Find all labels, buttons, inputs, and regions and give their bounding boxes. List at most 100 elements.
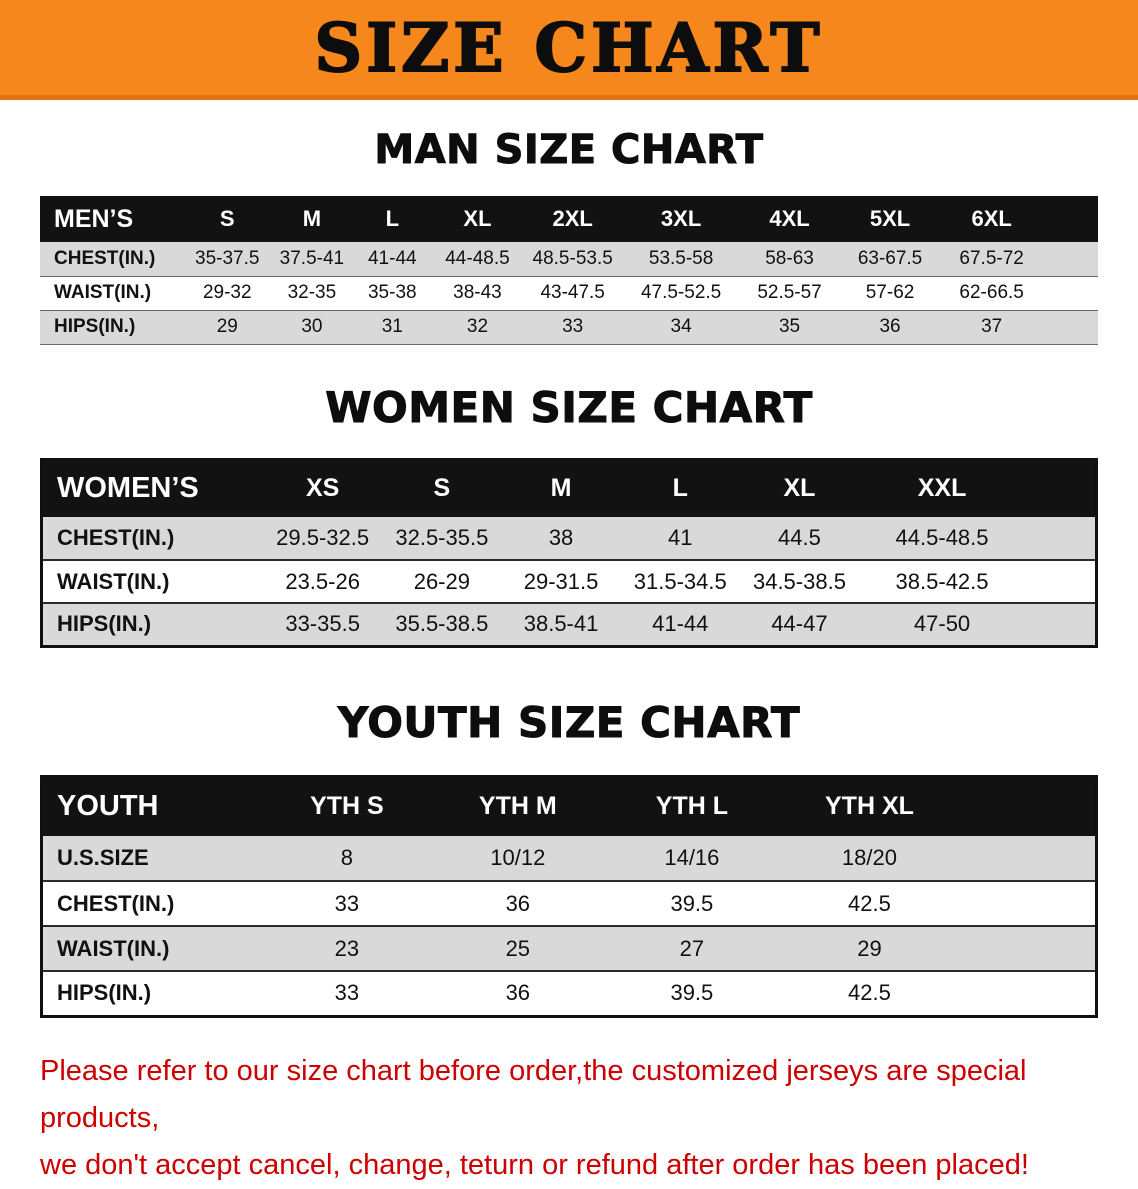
size-cell: 44-48.5 — [432, 242, 523, 277]
men-hips-row: HIPS(IN.) 29 30 31 32 33 34 35 36 37 — [40, 310, 1098, 345]
column-header: XL — [739, 459, 860, 517]
row-label: WAIST(IN.) — [41, 926, 264, 972]
size-cell: 43-47.5 — [522, 276, 623, 311]
column-header: 5XL — [839, 196, 941, 242]
size-cell: 26-29 — [382, 560, 502, 604]
size-cell: 36 — [430, 881, 605, 927]
size-cell: 35 — [739, 310, 840, 345]
men-section-heading: MAN SIZE CHART — [374, 127, 764, 174]
youth-ussize-row: U.S.SIZE 8 10/12 14/16 18/20 — [41, 836, 1097, 882]
size-cell: 35-37.5 — [182, 242, 272, 277]
size-cell: 41-44 — [352, 242, 433, 277]
size-cell: 39.5 — [604, 881, 779, 927]
size-cell: 23.5-26 — [263, 560, 383, 604]
size-cell: 58-63 — [739, 242, 840, 277]
row-label: CHEST(IN.) — [41, 517, 264, 561]
size-cell: 37.5-41 — [271, 242, 353, 277]
size-cell: 53.5-58 — [622, 242, 740, 277]
size-cell: 31.5-34.5 — [620, 560, 740, 604]
size-cell: 36 — [839, 310, 941, 345]
size-cell: 38.5-42.5 — [859, 560, 1097, 604]
size-cell: 63-67.5 — [839, 242, 941, 277]
size-cell: 10/12 — [430, 836, 605, 882]
size-cell: 44-47 — [739, 603, 860, 646]
column-header: 6XL — [940, 196, 1098, 242]
size-cell: 52.5-57 — [739, 276, 840, 311]
men-chest-row: CHEST(IN.) 35-37.5 37.5-41 41-44 44-48.5… — [40, 242, 1098, 277]
women-size-table: WOMEN’S XS S M L XL XXL CHEST(IN.) 29.5-… — [40, 457, 1098, 648]
size-cell: 29 — [182, 310, 272, 345]
size-cell: 33 — [263, 881, 431, 927]
column-header: L — [620, 459, 740, 517]
women-hips-row: HIPS(IN.) 33-35.5 35.5-38.5 38.5-41 41-4… — [41, 603, 1097, 646]
row-label: U.S.SIZE — [41, 836, 264, 882]
size-cell: 38 — [501, 517, 621, 561]
size-cell: 27 — [604, 926, 779, 972]
row-label: WAIST(IN.) — [40, 276, 183, 311]
size-cell: 36 — [430, 971, 605, 1016]
youth-hips-row: HIPS(IN.) 33 36 39.5 42.5 — [41, 971, 1097, 1016]
column-header: S — [182, 196, 272, 242]
size-cell: 38-43 — [432, 276, 523, 311]
size-cell: 35.5-38.5 — [382, 603, 502, 646]
column-header: M — [501, 459, 621, 517]
youth-section-heading: YOUTH SIZE CHART — [337, 697, 801, 747]
size-cell: 14/16 — [604, 836, 779, 882]
size-cell: 33-35.5 — [263, 603, 383, 646]
size-cell: 67.5-72 — [940, 242, 1098, 277]
youth-waist-row: WAIST(IN.) 23 25 27 29 — [41, 926, 1097, 972]
row-label: HIPS(IN.) — [41, 603, 264, 646]
row-label: CHEST(IN.) — [41, 881, 264, 927]
size-cell: 42.5 — [778, 881, 1097, 927]
women-size-section: WOMEN SIZE CHART WOMEN’S XS S M L XL XXL… — [0, 382, 1138, 648]
women-table-title: WOMEN’S — [41, 459, 264, 517]
size-cell: 47-50 — [859, 603, 1097, 646]
size-cell: 33 — [522, 310, 623, 345]
size-cell: 25 — [430, 926, 605, 972]
youth-table-title: YOUTH — [41, 776, 264, 836]
size-cell: 29.5-32.5 — [263, 517, 383, 561]
column-header: YTH M — [430, 776, 605, 836]
column-header: S — [382, 459, 502, 517]
row-label: HIPS(IN.) — [41, 971, 264, 1016]
size-cell: 47.5-52.5 — [622, 276, 740, 311]
size-cell: 41-44 — [620, 603, 740, 646]
row-label: CHEST(IN.) — [40, 242, 183, 277]
column-header: M — [271, 196, 353, 242]
size-cell: 29 — [778, 926, 1097, 972]
women-chest-row: CHEST(IN.) 29.5-32.5 32.5-35.5 38 41 44.… — [41, 517, 1097, 561]
women-header-row: WOMEN’S XS S M L XL XXL — [41, 459, 1097, 517]
size-cell: 37 — [940, 310, 1098, 345]
women-waist-row: WAIST(IN.) 23.5-26 26-29 29-31.5 31.5-34… — [41, 560, 1097, 604]
men-size-table: MEN’S S M L XL 2XL 3XL 4XL 5XL 6XL CHEST… — [40, 196, 1098, 345]
order-disclaimer: Please refer to our size chart before or… — [40, 1048, 1138, 1189]
men-table-title: MEN’S — [40, 196, 183, 242]
size-cell: 34 — [622, 310, 740, 345]
youth-header-row: YOUTH YTH S YTH M YTH L YTH XL — [41, 776, 1097, 836]
column-header: YTH XL — [778, 776, 1097, 836]
banner-title: SIZE CHART — [314, 8, 824, 88]
youth-size-table: YOUTH YTH S YTH M YTH L YTH XL U.S.SIZE … — [40, 774, 1098, 1018]
size-cell: 42.5 — [778, 971, 1097, 1016]
size-cell: 34.5-38.5 — [739, 560, 860, 604]
size-cell: 35-38 — [352, 276, 433, 311]
youth-chest-row: CHEST(IN.) 33 36 39.5 42.5 — [41, 881, 1097, 927]
size-cell: 33 — [263, 971, 431, 1016]
size-cell: 38.5-41 — [501, 603, 621, 646]
size-cell: 30 — [271, 310, 353, 345]
column-header: 4XL — [739, 196, 840, 242]
size-cell: 31 — [352, 310, 433, 345]
column-header: YTH L — [604, 776, 779, 836]
size-cell: 44.5-48.5 — [859, 517, 1097, 561]
size-cell: 57-62 — [839, 276, 941, 311]
row-label: HIPS(IN.) — [40, 310, 183, 345]
column-header: 2XL — [522, 196, 623, 242]
row-label: WAIST(IN.) — [41, 560, 264, 604]
size-cell: 18/20 — [778, 836, 1097, 882]
column-header: XXL — [859, 459, 1097, 517]
men-waist-row: WAIST(IN.) 29-32 32-35 35-38 38-43 43-47… — [40, 276, 1098, 311]
size-cell: 62-66.5 — [940, 276, 1098, 311]
column-header: L — [352, 196, 433, 242]
size-cell: 32.5-35.5 — [382, 517, 502, 561]
disclaimer-line-2: we don't accept cancel, change, teturn o… — [40, 1148, 1029, 1181]
